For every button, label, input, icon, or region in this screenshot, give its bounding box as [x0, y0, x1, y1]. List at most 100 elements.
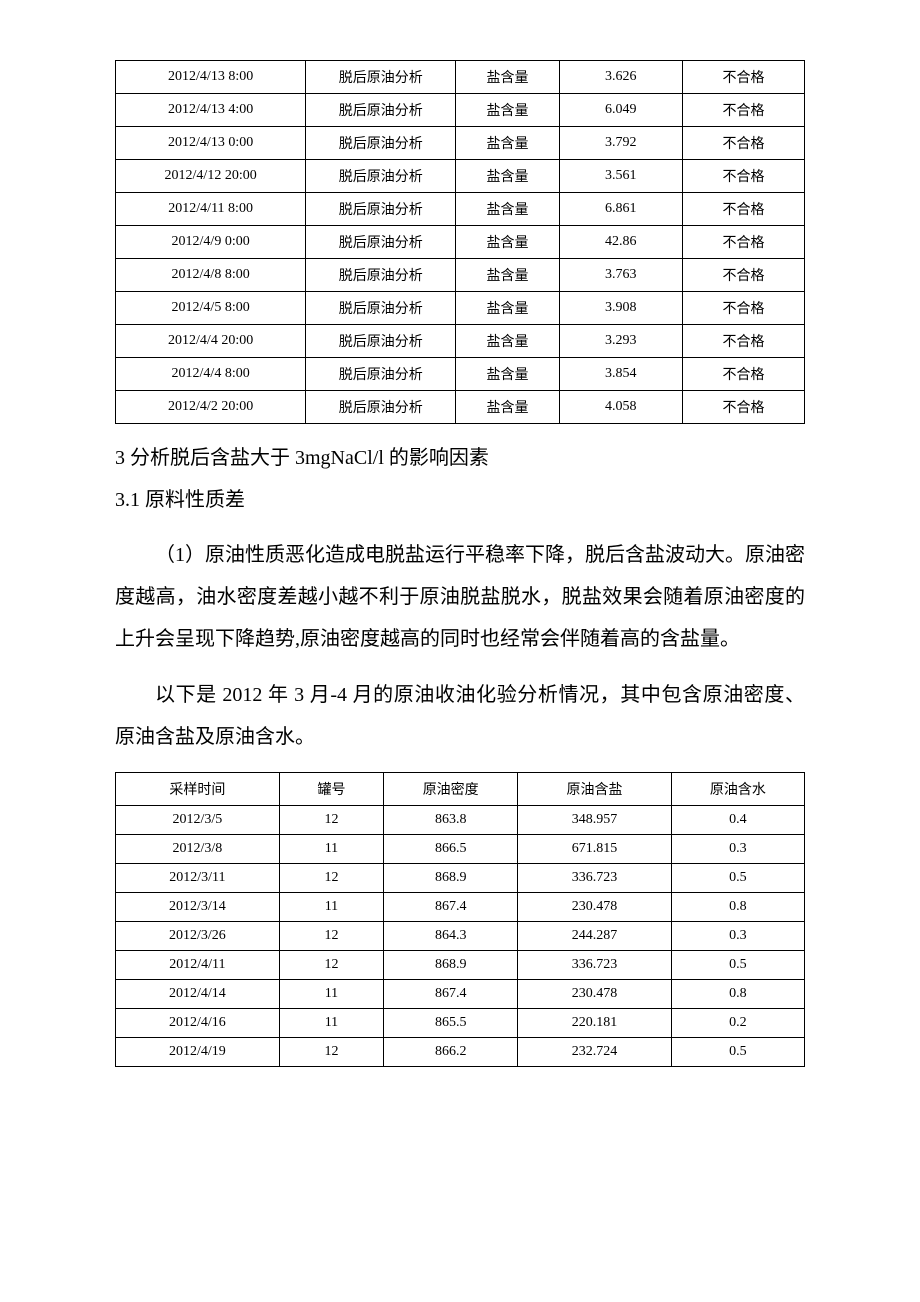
table-cell: 不合格: [682, 94, 804, 127]
table-cell: 868.9: [384, 951, 518, 980]
table-row: 2012/4/5 8:00脱后原油分析盐含量3.908不合格: [116, 292, 805, 325]
table-cell: 244.287: [518, 922, 672, 951]
table-cell: 42.86: [559, 226, 682, 259]
table-cell: 不合格: [682, 160, 804, 193]
document-page: 2012/4/13 8:00脱后原油分析盐含量3.626不合格2012/4/13…: [0, 0, 920, 1127]
table-cell: 863.8: [384, 806, 518, 835]
table-cell: 2012/4/8 8:00: [116, 259, 306, 292]
table-cell: 2012/4/4 20:00: [116, 325, 306, 358]
table-cell: 12: [279, 1038, 384, 1067]
table-cell: 不合格: [682, 358, 804, 391]
table-cell: 盐含量: [456, 94, 559, 127]
table-row: 2012/4/11 8:00脱后原油分析盐含量6.861不合格: [116, 193, 805, 226]
table-row: 2012/4/13 8:00脱后原油分析盐含量3.626不合格: [116, 61, 805, 94]
table-cell: 2012/4/12 20:00: [116, 160, 306, 193]
table-cell: 0.8: [671, 980, 804, 1009]
table-cell: 0.5: [671, 864, 804, 893]
table-cell: 2012/3/26: [116, 922, 280, 951]
col-water: 原油含水: [671, 773, 804, 806]
salt-analysis-table: 2012/4/13 8:00脱后原油分析盐含量3.626不合格2012/4/13…: [115, 60, 805, 424]
table-cell: 不合格: [682, 292, 804, 325]
col-density: 原油密度: [384, 773, 518, 806]
table-cell: 12: [279, 951, 384, 980]
table-cell: 2012/4/16: [116, 1009, 280, 1038]
crude-oil-lab-table: 采样时间 罐号 原油密度 原油含盐 原油含水 2012/3/512863.834…: [115, 772, 805, 1067]
table-row: 2012/3/512863.8348.9570.4: [116, 806, 805, 835]
table-row: 2012/4/1611865.5220.1810.2: [116, 1009, 805, 1038]
table-cell: 不合格: [682, 325, 804, 358]
table-cell: 2012/4/2 20:00: [116, 391, 306, 424]
table-row: 2012/4/4 8:00脱后原油分析盐含量3.854不合格: [116, 358, 805, 391]
table-cell: 2012/4/19: [116, 1038, 280, 1067]
table-cell: 2012/3/11: [116, 864, 280, 893]
table-cell: 336.723: [518, 951, 672, 980]
table-cell: 11: [279, 1009, 384, 1038]
table-cell: 0.2: [671, 1009, 804, 1038]
table-cell: 4.058: [559, 391, 682, 424]
table-cell: 865.5: [384, 1009, 518, 1038]
table-cell: 2012/4/11: [116, 951, 280, 980]
table-cell: 3.908: [559, 292, 682, 325]
table-cell: 220.181: [518, 1009, 672, 1038]
table-cell: 脱后原油分析: [306, 193, 456, 226]
table-cell: 盐含量: [456, 325, 559, 358]
table-cell: 盐含量: [456, 160, 559, 193]
table-row: 2012/4/13 0:00脱后原油分析盐含量3.792不合格: [116, 127, 805, 160]
col-tank-no: 罐号: [279, 773, 384, 806]
table-cell: 2012/3/5: [116, 806, 280, 835]
table-cell: 脱后原油分析: [306, 226, 456, 259]
col-sample-time: 采样时间: [116, 773, 280, 806]
table-cell: 2012/4/13 4:00: [116, 94, 306, 127]
table-row: 2012/4/12 20:00脱后原油分析盐含量3.561不合格: [116, 160, 805, 193]
table-cell: 盐含量: [456, 226, 559, 259]
table-cell: 2012/3/14: [116, 893, 280, 922]
table-cell: 232.724: [518, 1038, 672, 1067]
paragraph-2: 以下是 2012 年 3 月-4 月的原油收油化验分析情况，其中包含原油密度、原…: [115, 674, 805, 758]
table-cell: 0.8: [671, 893, 804, 922]
table2-header-row: 采样时间 罐号 原油密度 原油含盐 原油含水: [116, 773, 805, 806]
table-row: 2012/4/1112868.9336.7230.5: [116, 951, 805, 980]
table-row: 2012/3/1112868.9336.7230.5: [116, 864, 805, 893]
table-cell: 2012/4/14: [116, 980, 280, 1009]
table-cell: 230.478: [518, 980, 672, 1009]
paragraph-1: （1）原油性质恶化造成电脱盐运行平稳率下降，脱后含盐波动大。原油密度越高，油水密…: [115, 534, 805, 660]
table-cell: 2012/4/11 8:00: [116, 193, 306, 226]
table-cell: 盐含量: [456, 358, 559, 391]
table-cell: 866.5: [384, 835, 518, 864]
table-cell: 12: [279, 922, 384, 951]
table-cell: 盐含量: [456, 193, 559, 226]
table-cell: 脱后原油分析: [306, 160, 456, 193]
table-cell: 11: [279, 893, 384, 922]
table-cell: 不合格: [682, 259, 804, 292]
table-cell: 2012/4/13 0:00: [116, 127, 306, 160]
table-cell: 脱后原油分析: [306, 94, 456, 127]
table-cell: 11: [279, 835, 384, 864]
table-cell: 3.792: [559, 127, 682, 160]
table-row: 2012/3/1411867.4230.4780.8: [116, 893, 805, 922]
table-row: 2012/4/8 8:00脱后原油分析盐含量3.763不合格: [116, 259, 805, 292]
table-cell: 不合格: [682, 391, 804, 424]
table-cell: 脱后原油分析: [306, 358, 456, 391]
table-cell: 脱后原油分析: [306, 292, 456, 325]
table-cell: 3.854: [559, 358, 682, 391]
table-row: 2012/3/811866.5671.8150.3: [116, 835, 805, 864]
table-cell: 2012/4/9 0:00: [116, 226, 306, 259]
table-cell: 867.4: [384, 980, 518, 1009]
table-row: 2012/4/2 20:00脱后原油分析盐含量4.058不合格: [116, 391, 805, 424]
table-row: 2012/4/9 0:00脱后原油分析盐含量42.86不合格: [116, 226, 805, 259]
table-cell: 866.2: [384, 1038, 518, 1067]
table-row: 2012/3/2612864.3244.2870.3: [116, 922, 805, 951]
section-3-1-heading: 3.1 原料性质差: [115, 484, 805, 516]
table-cell: 2012/4/4 8:00: [116, 358, 306, 391]
table-cell: 脱后原油分析: [306, 259, 456, 292]
table-cell: 230.478: [518, 893, 672, 922]
table-cell: 脱后原油分析: [306, 61, 456, 94]
table-row: 2012/4/1411867.4230.4780.8: [116, 980, 805, 1009]
table-cell: 3.293: [559, 325, 682, 358]
table-cell: 0.3: [671, 922, 804, 951]
table-cell: 3.626: [559, 61, 682, 94]
table-cell: 不合格: [682, 193, 804, 226]
table-cell: 盐含量: [456, 127, 559, 160]
table-cell: 不合格: [682, 127, 804, 160]
table-cell: 12: [279, 806, 384, 835]
